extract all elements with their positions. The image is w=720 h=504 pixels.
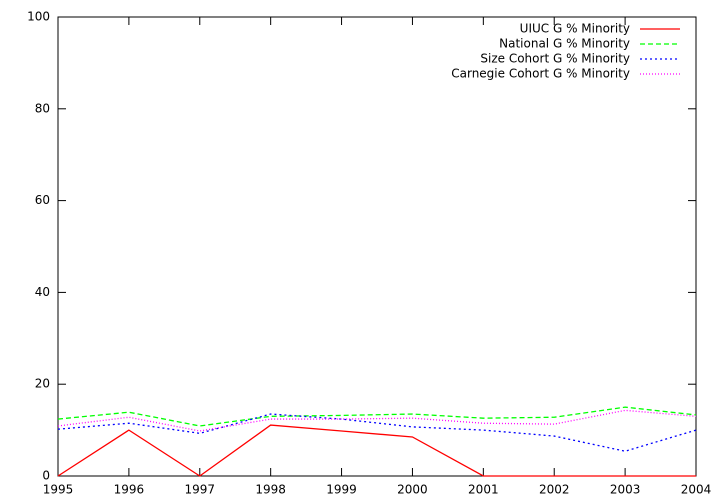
legend-label: UIUC G % Minority [520, 22, 630, 36]
legend-label: Size Cohort G % Minority [480, 52, 630, 66]
y-tick-label: 20 [35, 377, 50, 391]
x-tick-label: 1998 [255, 483, 286, 497]
y-tick-label: 40 [35, 285, 50, 299]
x-tick-label: 2001 [468, 483, 499, 497]
x-tick-label: 1997 [185, 483, 216, 497]
x-tick-label: 1996 [114, 483, 145, 497]
plot-frame [57, 16, 697, 477]
legend-label: National G % Minority [499, 37, 630, 51]
x-tick-label: 2004 [681, 483, 712, 497]
y-tick-label: 60 [35, 193, 50, 207]
y-tick-label: 100 [27, 10, 50, 24]
x-tick-label: 2003 [610, 483, 641, 497]
data-line [57, 413, 697, 452]
y-tick-label: 0 [42, 469, 50, 483]
y-tick-label: 80 [35, 101, 50, 115]
x-tick-label: 1999 [326, 483, 357, 497]
data-line [57, 424, 696, 477]
x-tick-label: 2002 [539, 483, 570, 497]
x-tick-label: 1995 [43, 483, 74, 497]
legend-label: Carnegie Cohort G % Minority [451, 67, 630, 81]
x-tick-label: 2000 [397, 483, 428, 497]
data-line [57, 409, 697, 432]
data-line [57, 406, 697, 427]
